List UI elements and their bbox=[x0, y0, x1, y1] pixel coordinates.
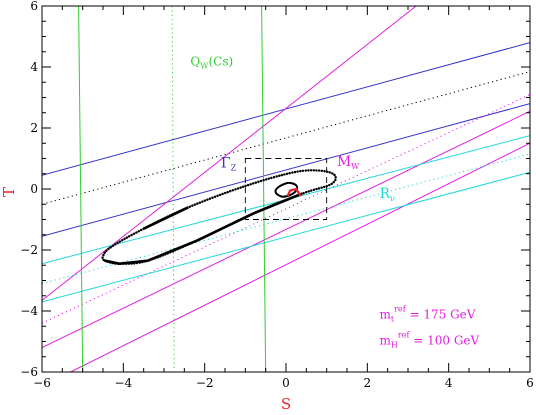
x-tick-label: 6 bbox=[526, 376, 534, 390]
band-6-line-0 bbox=[78, 6, 84, 372]
plot-ellipses bbox=[101, 169, 337, 265]
annotation-gamma-z: ΓZ bbox=[221, 156, 237, 173]
annotation-r-nu: Rν bbox=[380, 186, 396, 203]
annotation-qw-cs: QW(Cs) bbox=[190, 54, 233, 70]
x-tick-label: −4 bbox=[114, 376, 132, 390]
band-0-line-1 bbox=[42, 103, 530, 237]
annotation-mh-ref: mHref = 100 GeV bbox=[380, 331, 480, 350]
x-tick-label: −2 bbox=[196, 376, 214, 390]
y-tick-label: −2 bbox=[20, 243, 38, 257]
y-tick-label: −6 bbox=[20, 365, 38, 379]
plot-lines bbox=[42, 6, 530, 372]
x-tick-label: 2 bbox=[364, 376, 372, 390]
axis-ticks bbox=[41, 5, 531, 373]
y-tick-label: 2 bbox=[30, 121, 38, 135]
band-5-line-0 bbox=[42, 153, 530, 285]
band-2-line-2 bbox=[70, 142, 530, 372]
x-tick-label: 4 bbox=[445, 376, 453, 390]
band-2-line-0 bbox=[42, 6, 417, 301]
band-3-line-0 bbox=[42, 93, 530, 324]
band-1-line-0 bbox=[42, 71, 530, 205]
ellipse-inner bbox=[274, 181, 299, 198]
band-6-line-1 bbox=[261, 6, 267, 372]
ellipse-outer-solid-upper bbox=[143, 206, 189, 230]
red-reference-mark bbox=[286, 187, 302, 197]
tick-labels: −6 −4 −2 0 2 4 6 −6 −4 −2 0 2 4 6 bbox=[20, 0, 534, 390]
annotation-m-w: MW bbox=[337, 154, 360, 171]
band-2-line-1 bbox=[42, 110, 530, 349]
annotation-mt-ref: mtref = 175 GeV bbox=[380, 305, 476, 324]
x-tick-label: −6 bbox=[33, 376, 51, 390]
dashed-box bbox=[244, 158, 328, 220]
y-axis-title: T bbox=[0, 187, 18, 197]
y-tick-label: 4 bbox=[30, 60, 38, 74]
x-axis-title: S bbox=[281, 395, 291, 413]
band-4-line-1 bbox=[42, 171, 530, 303]
x-tick-label: 0 bbox=[282, 376, 290, 390]
y-tick-label: 6 bbox=[30, 0, 38, 13]
band-7-line-0 bbox=[171, 6, 175, 372]
y-tick-label: −4 bbox=[20, 304, 38, 318]
ellipse-outer-solid bbox=[104, 192, 303, 265]
y-tick-label: 0 bbox=[30, 182, 38, 196]
